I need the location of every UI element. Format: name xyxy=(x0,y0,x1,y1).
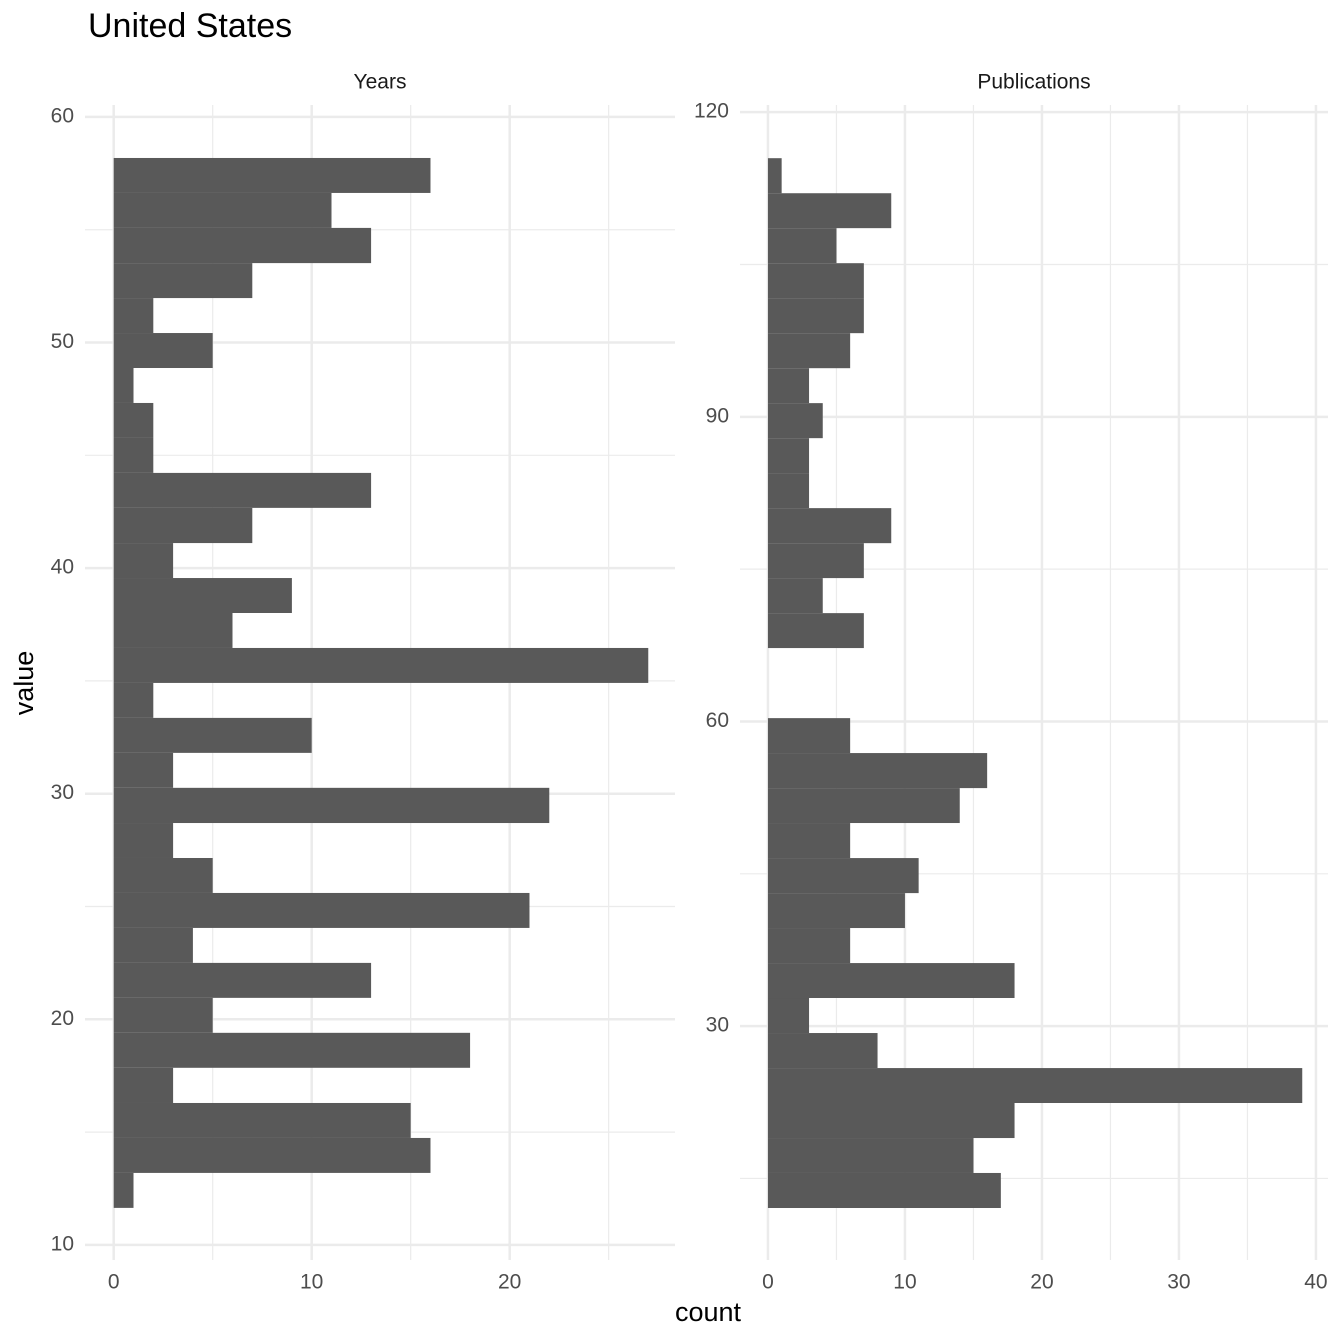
facet-title: Publications xyxy=(977,71,1090,94)
histogram-bar xyxy=(767,1033,878,1069)
x-tick-label: 10 xyxy=(893,1271,916,1294)
histogram-bar xyxy=(113,717,312,753)
x-tick-label: 30 xyxy=(1167,1271,1190,1294)
histogram-bar xyxy=(113,612,233,648)
histogram-bar xyxy=(767,823,851,859)
histogram-bar xyxy=(113,227,372,264)
histogram-bar xyxy=(113,752,174,788)
y-tick-label: 60 xyxy=(706,709,729,732)
x-tick-label: 0 xyxy=(108,1271,120,1294)
histogram-bar xyxy=(113,472,372,508)
histogram-bar xyxy=(113,1137,431,1173)
histogram-bar xyxy=(113,402,154,438)
histogram-bar xyxy=(767,893,905,929)
histogram-bar xyxy=(767,263,864,299)
histogram-bar xyxy=(113,997,213,1033)
histogram-bar xyxy=(767,543,864,579)
y-tick-label: 10 xyxy=(51,1232,74,1255)
histogram-bar xyxy=(767,438,810,474)
histogram-bar xyxy=(767,193,892,229)
histogram-bar xyxy=(767,613,864,649)
x-axis-title: count xyxy=(675,1297,742,1327)
histogram-bar xyxy=(767,333,851,369)
histogram-bar xyxy=(113,857,213,893)
histogram-bar xyxy=(767,158,782,194)
histogram-bar xyxy=(113,892,530,928)
y-tick-label: 30 xyxy=(51,781,74,804)
histogram-bar xyxy=(767,403,823,439)
histogram-bar xyxy=(767,368,810,404)
histogram-bar xyxy=(113,927,193,963)
chart-title: United States xyxy=(88,7,292,45)
histogram-bar xyxy=(767,718,851,754)
y-tick-label: 60 xyxy=(51,104,74,127)
histogram-bar xyxy=(113,368,134,403)
histogram-bar xyxy=(113,263,253,299)
x-tick-label: 0 xyxy=(762,1271,774,1294)
histogram-bar xyxy=(113,298,154,334)
histogram-bar xyxy=(113,682,154,718)
y-tick-label: 40 xyxy=(51,556,74,579)
histogram-bar xyxy=(113,787,550,824)
histogram-bar xyxy=(767,1138,974,1173)
histogram-bar xyxy=(767,753,988,789)
facet-title: Years xyxy=(354,71,407,94)
histogram-bar xyxy=(113,578,292,613)
histogram-bar xyxy=(767,228,837,264)
histogram-bar xyxy=(113,192,332,228)
histogram-bar xyxy=(113,1102,411,1138)
y-tick-label: 30 xyxy=(706,1014,729,1037)
histogram-bar xyxy=(113,1067,174,1103)
histogram-bar xyxy=(767,473,810,509)
x-tick-label: 40 xyxy=(1304,1271,1327,1294)
histogram-bar xyxy=(113,1032,471,1068)
histogram-bar xyxy=(113,507,253,544)
histogram-bar xyxy=(767,1172,1001,1209)
x-tick-label: 20 xyxy=(498,1271,521,1294)
histogram-bar xyxy=(113,647,649,683)
histogram-bar xyxy=(113,823,174,858)
histogram-bar xyxy=(113,962,372,998)
y-tick-label: 20 xyxy=(51,1007,74,1030)
histogram-bar xyxy=(767,858,919,894)
histogram-bar xyxy=(113,1172,134,1208)
histogram-bar xyxy=(767,788,960,824)
x-tick-label: 10 xyxy=(300,1271,323,1294)
histogram-bar xyxy=(113,333,213,369)
histogram-bar xyxy=(767,998,810,1034)
histogram-bar xyxy=(767,1068,1303,1104)
y-tick-label: 50 xyxy=(51,330,74,353)
y-tick-label: 120 xyxy=(694,100,729,123)
histogram-bar xyxy=(767,928,851,964)
histogram-bar xyxy=(767,578,823,614)
histogram-bar xyxy=(113,437,154,473)
histogram-bar xyxy=(113,157,431,193)
histogram-bar xyxy=(113,543,174,579)
histogram-bar xyxy=(767,963,1015,999)
y-axis-title: value xyxy=(9,651,39,716)
histogram-bar xyxy=(767,508,892,544)
y-tick-label: 90 xyxy=(706,404,729,427)
histogram-bar xyxy=(767,298,864,334)
histogram-bar xyxy=(767,1103,1015,1139)
x-tick-label: 20 xyxy=(1030,1271,1053,1294)
